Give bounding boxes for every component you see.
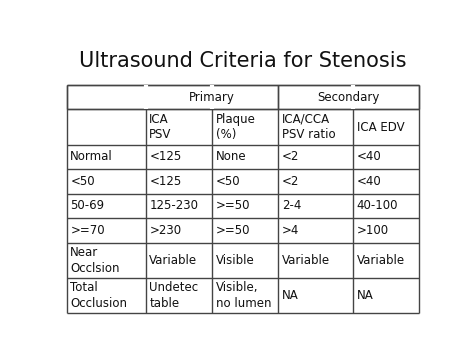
Text: 125-230: 125-230 — [149, 200, 198, 212]
Text: <125: <125 — [149, 151, 182, 163]
Text: Secondary: Secondary — [318, 91, 380, 104]
Text: <125: <125 — [149, 175, 182, 188]
Text: None: None — [216, 151, 246, 163]
Text: >100: >100 — [356, 224, 389, 237]
Text: ICA
PSV: ICA PSV — [149, 113, 172, 141]
Text: Total
Occlusion: Total Occlusion — [70, 282, 128, 310]
Text: Variable: Variable — [282, 254, 330, 267]
Text: Visible: Visible — [216, 254, 255, 267]
Text: Variable: Variable — [149, 254, 198, 267]
Text: Variable: Variable — [356, 254, 405, 267]
Text: Near
Occlsion: Near Occlsion — [70, 246, 120, 274]
Text: >=70: >=70 — [70, 224, 105, 237]
Text: Normal: Normal — [70, 151, 113, 163]
Text: >=50: >=50 — [216, 200, 250, 212]
Text: Visible,
no lumen: Visible, no lumen — [216, 282, 271, 310]
Text: Primary: Primary — [189, 91, 235, 104]
Text: Ultrasound Criteria for Stenosis: Ultrasound Criteria for Stenosis — [79, 51, 407, 71]
Text: Undetec
table: Undetec table — [149, 282, 199, 310]
Text: NA: NA — [282, 289, 299, 302]
Text: NA: NA — [356, 289, 374, 302]
Text: <40: <40 — [356, 151, 382, 163]
Text: >230: >230 — [149, 224, 182, 237]
Text: 2-4: 2-4 — [282, 200, 301, 212]
Text: ICA EDV: ICA EDV — [356, 121, 404, 133]
Text: 50-69: 50-69 — [70, 200, 104, 212]
Text: <50: <50 — [70, 175, 95, 188]
Text: <2: <2 — [282, 151, 299, 163]
Text: ICA/CCA
PSV ratio: ICA/CCA PSV ratio — [282, 113, 336, 141]
Text: >4: >4 — [282, 224, 299, 237]
Bar — [66, 85, 419, 313]
Text: <50: <50 — [216, 175, 240, 188]
Text: 40-100: 40-100 — [356, 200, 398, 212]
Text: Plaque
(%): Plaque (%) — [216, 113, 255, 141]
Text: <40: <40 — [356, 175, 382, 188]
Text: <2: <2 — [282, 175, 299, 188]
Text: >=50: >=50 — [216, 224, 250, 237]
